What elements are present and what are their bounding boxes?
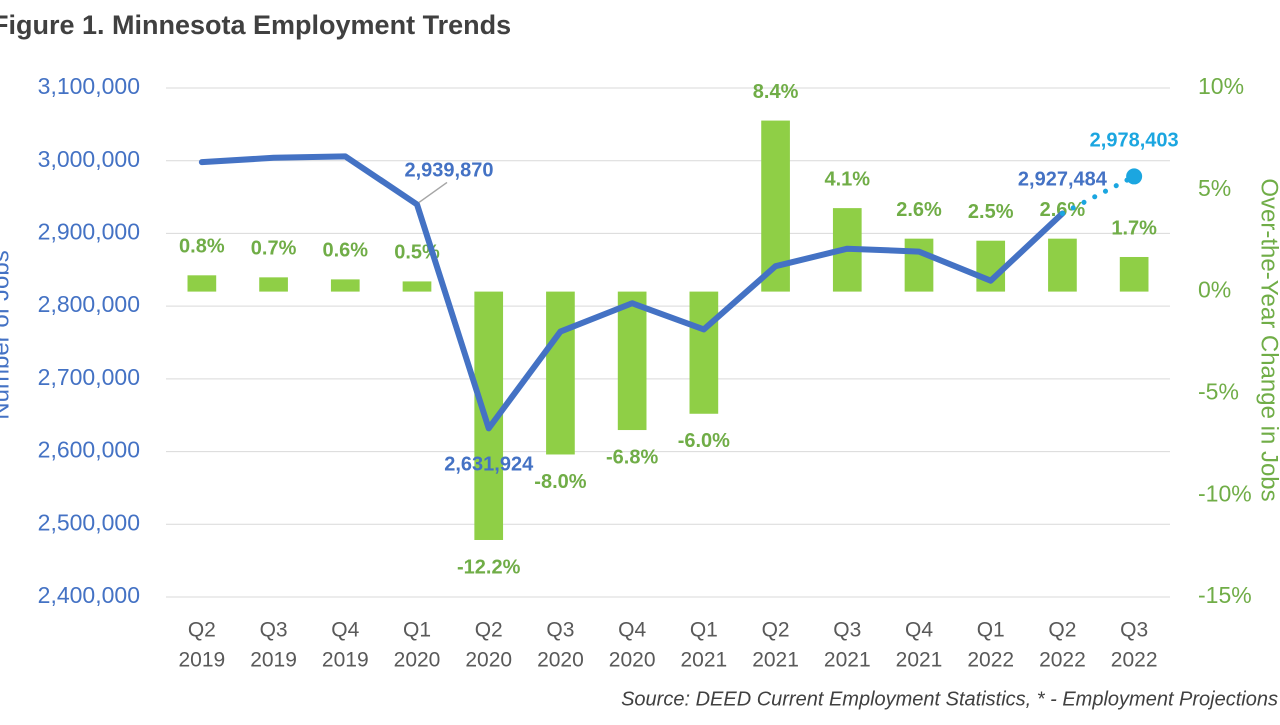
y-tick-label: 2,500,000: [38, 509, 140, 535]
x-tick-label: Q3: [546, 619, 574, 642]
chart-title: Figure 1. Minnesota Employment Trends: [0, 10, 511, 40]
bar: [1048, 238, 1077, 292]
bar: [689, 291, 719, 414]
bar: [976, 240, 1006, 292]
y2-tick-label: 0%: [1198, 277, 1231, 303]
x-tick-label: 2020: [537, 649, 584, 672]
x-tick-label: 2022: [1039, 649, 1086, 672]
y2-tick-label: 10%: [1198, 73, 1244, 99]
y2-tick-label: -10%: [1198, 480, 1252, 506]
line-value-label: 2,927,484: [1018, 169, 1108, 191]
x-tick-label: 2021: [680, 649, 727, 672]
x-tick-label: Q2: [762, 619, 790, 642]
leader-line: [418, 181, 448, 204]
y2-tick-label: -5%: [1198, 378, 1239, 404]
bar-value-label: -6.0%: [678, 430, 730, 452]
bar-value-label: 2.5%: [968, 201, 1014, 223]
x-tick-label: Q2: [475, 619, 503, 642]
line-value-label: 2,978,403: [1090, 130, 1179, 152]
bar-value-label: 2.6%: [1040, 199, 1086, 221]
x-tick-label: Q3: [1120, 619, 1148, 642]
source-note: Source: DEED Current Employment Statisti…: [621, 688, 1278, 710]
x-tick-label: 2020: [394, 649, 441, 672]
y-tick-label: 2,800,000: [38, 291, 140, 317]
x-tick-label: 2022: [1111, 649, 1158, 672]
y2-tick-label: -15%: [1198, 582, 1252, 608]
x-tick-label: 2021: [824, 649, 871, 672]
x-tick-label: 2020: [609, 649, 656, 672]
bar: [330, 279, 360, 292]
x-tick-label: 2021: [896, 649, 943, 672]
y-tick-label: 2,900,000: [38, 219, 140, 245]
y2-tick-label: 5%: [1198, 175, 1231, 201]
bar-value-label: -8.0%: [534, 471, 586, 493]
bar: [617, 291, 647, 431]
x-tick-label: Q4: [905, 619, 933, 642]
x-tick-label: Q2: [1048, 619, 1076, 642]
x-tick-label: Q4: [331, 619, 359, 642]
y2-axis-title: Over-the-Year Change in Jobs: [1256, 178, 1280, 501]
y-tick-label: 3,000,000: [38, 146, 140, 172]
bar: [904, 238, 934, 292]
bar-value-label: -12.2%: [457, 556, 521, 578]
x-tick-label: Q3: [260, 619, 288, 642]
y-tick-label: 2,600,000: [38, 437, 140, 463]
x-tick-label: Q1: [690, 619, 718, 642]
bar: [187, 275, 217, 292]
bar-value-label: 8.4%: [753, 81, 799, 103]
line-value-label: 2,939,870: [405, 160, 494, 182]
y-tick-label: 2,700,000: [38, 364, 140, 390]
x-tick-label: 2021: [752, 649, 799, 672]
line-series: [198, 153, 1066, 432]
grid: [166, 87, 1170, 598]
x-tick-label: 2019: [250, 649, 297, 672]
y-tick-label: 2,400,000: [38, 582, 140, 608]
bar: [546, 291, 575, 455]
y-axis-title: Number of Jobs: [0, 250, 14, 419]
bar-value-label: -6.8%: [606, 446, 658, 468]
bar-value-label: 1.7%: [1111, 217, 1157, 239]
bar-value-label: 0.6%: [322, 240, 368, 262]
y-tick-label: 3,100,000: [38, 73, 140, 99]
x-tick-label: Q2: [188, 619, 216, 642]
x-tick-label: Q4: [618, 619, 646, 642]
x-tick-label: 2019: [178, 649, 225, 672]
x-tick-label: Q1: [977, 619, 1005, 642]
x-tick-label: 2022: [967, 649, 1014, 672]
line-value-label: 2,631,924: [444, 454, 534, 476]
bar-value-label: 0.8%: [179, 236, 225, 258]
bar: [1119, 256, 1149, 292]
x-tick-label: 2019: [322, 649, 369, 672]
bar-value-label: 0.7%: [251, 238, 297, 260]
bar-value-label: 4.1%: [824, 168, 870, 190]
bar: [259, 277, 288, 292]
x-tick-label: Q1: [403, 619, 431, 642]
bar: [402, 281, 432, 292]
x-tick-label: Q3: [833, 619, 861, 642]
x-tick-label: 2020: [465, 649, 512, 672]
line-series: [1059, 173, 1137, 216]
bar-value-label: 2.6%: [896, 199, 942, 221]
projection-marker: [1126, 168, 1143, 185]
